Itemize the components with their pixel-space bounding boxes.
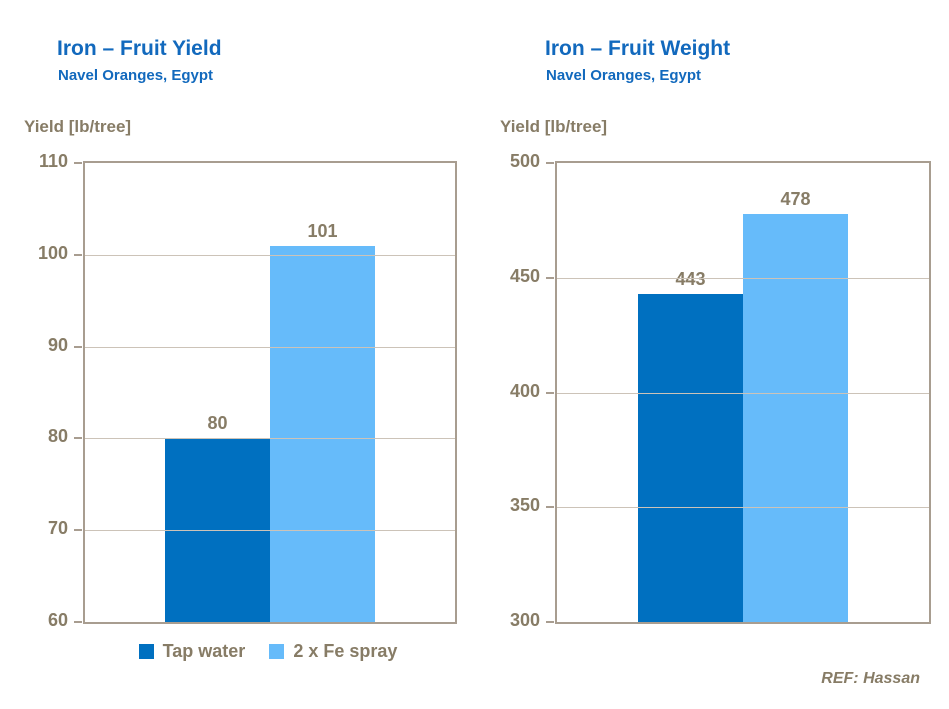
y-tick-mark — [74, 253, 82, 256]
legend-label: 2 x Fe spray — [293, 641, 398, 661]
gridline — [557, 277, 929, 279]
y-tick-label: 70 — [47, 518, 68, 539]
gridline — [85, 346, 455, 348]
y-tick-mark — [546, 391, 554, 394]
y-tick-mark — [546, 276, 554, 279]
chart-subtitle: Navel Oranges, Egypt — [546, 67, 702, 84]
bars: 80 101 — [85, 163, 455, 622]
y-tick-mark — [546, 162, 554, 164]
y-tick-mark — [74, 162, 82, 164]
y-axis-ticks: 110 100 90 80 70 60 — [8, 152, 68, 629]
chart-legend: Tap water 2 x Fe spray — [83, 641, 453, 662]
bar-value-label: 101 — [307, 220, 338, 241]
y-tick-mark — [74, 437, 82, 440]
bar-2-x-fe-spray — [743, 213, 848, 622]
y-axis-ticks: 500 450 400 350 300 — [480, 152, 540, 629]
y-tick-label: 60 — [47, 610, 68, 630]
y-tick-mark — [546, 621, 554, 623]
y-tick-label: 110 — [38, 151, 68, 171]
y-tick-mark — [74, 621, 82, 623]
bar-slot: 101 — [270, 163, 375, 622]
y-axis-title: Yield [lb/tree] — [500, 117, 608, 136]
y-tick-label: 100 — [37, 242, 68, 263]
gridline — [85, 254, 455, 256]
legend-swatch-tap-water — [138, 644, 154, 659]
y-tick-mark — [546, 506, 554, 509]
bar-value-label: 443 — [675, 268, 706, 289]
legend-swatch-fe-spray — [269, 644, 285, 659]
gridline — [557, 392, 929, 394]
plot-area: 80 101 — [74, 161, 457, 624]
y-tick-label: 450 — [509, 265, 540, 286]
bars: 443 478 — [557, 163, 929, 622]
bar-value-label: 478 — [780, 188, 811, 209]
y-tick-mark — [74, 529, 82, 532]
chart-title: Iron – Fruit Weight — [545, 37, 731, 60]
bar-value-label: 80 — [207, 413, 228, 434]
chart-subtitle: Navel Oranges, Egypt — [58, 67, 214, 84]
legend-item-tap-water: Tap water — [138, 641, 246, 662]
y-tick-label: 90 — [47, 334, 68, 355]
y-tick-label: 300 — [509, 610, 540, 630]
y-tick-label: 500 — [509, 151, 540, 171]
gridline — [85, 438, 455, 440]
bar-slot: 80 — [165, 163, 270, 622]
bar-2-x-fe-spray — [270, 245, 375, 622]
plot-area: 443 478 — [546, 161, 931, 624]
y-tick-label: 400 — [509, 380, 540, 401]
bar-tap-water — [638, 293, 743, 622]
chart-title: Iron – Fruit Yield — [57, 37, 222, 60]
legend-item-fe-spray: 2 x Fe spray — [269, 641, 397, 662]
gridline — [85, 530, 455, 532]
y-tick-label: 350 — [509, 495, 540, 516]
bar-slot: 478 — [743, 163, 848, 622]
y-tick-label: 80 — [47, 426, 68, 447]
gridline — [557, 507, 929, 509]
y-axis-title: Yield [lb/tree] — [24, 117, 132, 136]
legend-label: Tap water — [162, 641, 246, 661]
reference-text: REF: Hassan — [821, 670, 920, 687]
bar-slot: 443 — [638, 163, 743, 622]
y-tick-mark — [74, 345, 82, 348]
